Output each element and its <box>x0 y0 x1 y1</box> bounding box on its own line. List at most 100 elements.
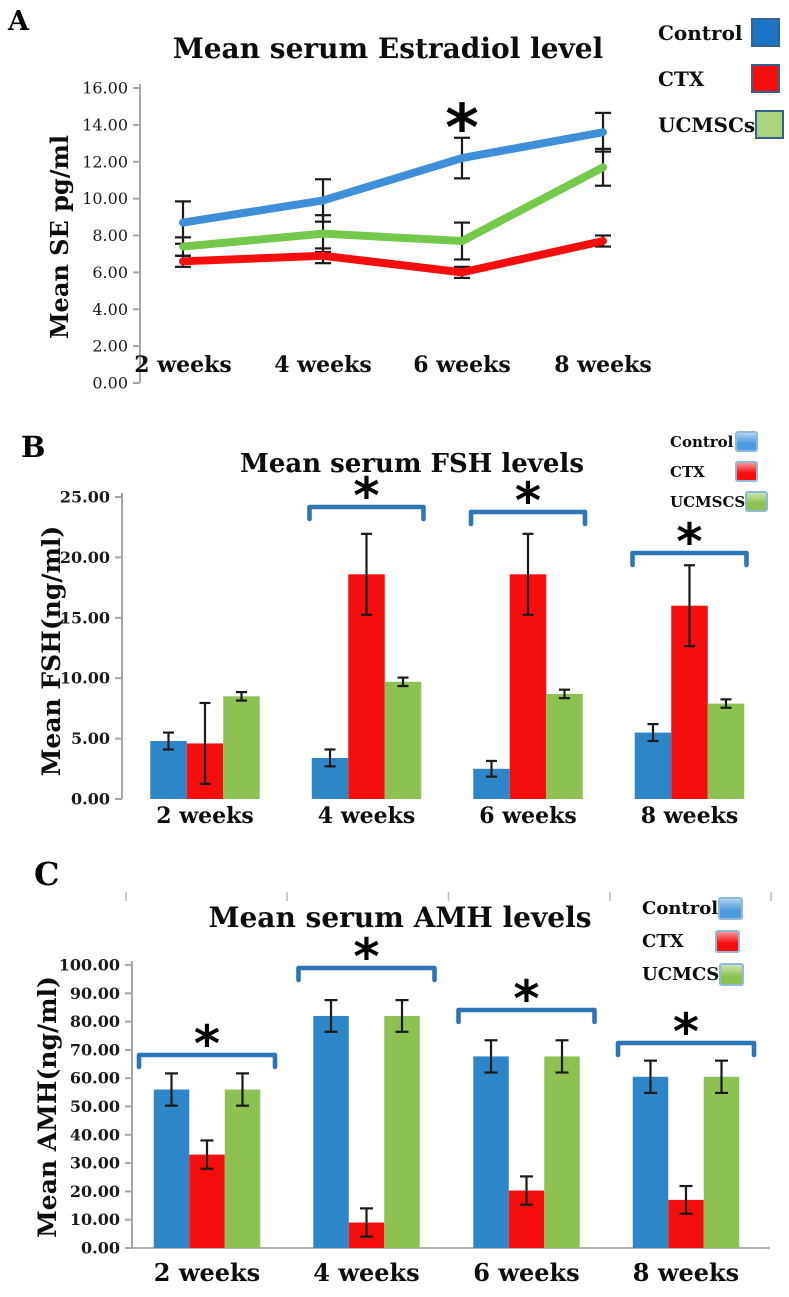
estradiol-line-chart: 0.00 2.00 4.00 6.00 8.00 10.00 12.00 14.00 16.00… <box>82 79 652 393</box>
legend-item-control: Control <box>642 897 744 920</box>
fsh-bar-chart: 0.00 5.00 10.00 15.00 20.00 25.00 * * * 2 weeks 4 … <box>60 467 749 829</box>
x-category-label: 8 weeks <box>641 803 739 829</box>
significance-bracket <box>136 1052 278 1070</box>
x-category-label: 4 weeks <box>313 1258 419 1287</box>
significance-bracket <box>615 1040 757 1058</box>
ucmscs-swatch <box>755 110 785 139</box>
panel-a-letter: A <box>8 6 29 37</box>
x-category-label: 4 weeks <box>274 352 372 378</box>
control-swatch <box>751 18 780 47</box>
svg-text:10.00: 10.00 <box>70 1210 120 1229</box>
chart-a-y-axis-label: Mean SE pg/ml <box>45 135 74 340</box>
panel-c-letter: C <box>34 855 60 893</box>
legend-item-ucmscs: UCMSCs <box>658 110 785 139</box>
panel-b-letter: B <box>21 430 46 464</box>
legend-label-ctx: CTX <box>642 931 684 952</box>
chart-a-title: Mean serum Estradiol level <box>172 32 604 65</box>
significance-bracket <box>307 504 426 522</box>
significance-asterisk: * <box>515 472 541 530</box>
control-swatch <box>735 431 758 452</box>
svg-text:6.00: 6.00 <box>92 263 128 282</box>
svg-text:20.00: 20.00 <box>70 1182 120 1201</box>
legend-label-ucmscs: UCMSCs <box>658 112 756 137</box>
x-category-label: 2 weeks <box>154 1258 260 1287</box>
significance-bracket <box>456 1007 597 1025</box>
svg-text:8.00: 8.00 <box>92 226 128 245</box>
ucmcs-bars <box>224 1015 740 1248</box>
chart-c-title: Mean serum AMH levels <box>208 901 592 934</box>
significance-bracket <box>468 509 588 527</box>
svg-text:100.00: 100.00 <box>59 956 120 975</box>
significance-asterisk: * <box>673 1003 699 1061</box>
svg-text:2.00: 2.00 <box>92 337 128 356</box>
significance-asterisk: * <box>513 970 539 1028</box>
significance-asterisk: * <box>353 467 379 525</box>
legend-label-control: Control <box>670 432 734 451</box>
svg-text:60.00: 60.00 <box>70 1069 120 1088</box>
x-category-label: 6 weeks <box>473 1258 579 1287</box>
svg-text:90.00: 90.00 <box>70 984 120 1003</box>
x-category-label: 6 weeks <box>479 803 577 829</box>
svg-text:0.00: 0.00 <box>71 790 110 809</box>
legend-item-ctx: CTX <box>642 930 740 953</box>
chart-b-y-axis-label: Mean FSH(ng/ml) <box>37 525 66 777</box>
legend-label-control: Control <box>658 20 743 45</box>
svg-text:80.00: 80.00 <box>70 1012 120 1031</box>
svg-text:30.00: 30.00 <box>70 1154 120 1173</box>
legend-item-ucmscs: UCMSCS <box>670 491 769 512</box>
x-category-label: 6 weeks <box>413 352 511 378</box>
x-category-label: 2 weeks <box>134 352 232 378</box>
ucmscs-line <box>179 163 607 251</box>
svg-text:5.00: 5.00 <box>71 729 110 748</box>
ctx-swatch <box>735 461 758 482</box>
legend-item-ucmcs: UCMCS <box>642 963 745 986</box>
ctx-bars <box>186 574 708 799</box>
legend-item-ctx: CTX <box>670 461 758 482</box>
legend-item-control: Control <box>670 431 758 452</box>
ctx-swatch <box>751 64 780 93</box>
control-swatch <box>718 897 744 920</box>
svg-text:15.00: 15.00 <box>60 608 110 627</box>
legend-label-ctx: CTX <box>670 462 705 481</box>
significance-asterisk: * <box>353 928 379 986</box>
svg-text:20.00: 20.00 <box>60 548 110 567</box>
chart-b-title: Mean serum FSH levels <box>240 449 584 479</box>
svg-text:50.00: 50.00 <box>70 1097 120 1116</box>
svg-text:12.00: 12.00 <box>82 152 128 171</box>
ucmscs-swatch <box>745 491 769 512</box>
legend-label-ucmcs: UCMCS <box>642 964 720 985</box>
svg-text:25.00: 25.00 <box>60 488 110 507</box>
svg-text:4.00: 4.00 <box>92 300 128 319</box>
svg-text:40.00: 40.00 <box>70 1125 120 1144</box>
legend-item-control: Control <box>658 18 780 47</box>
amh-bar-chart: 0.00 10.00 20.00 30.00 40.00 50.00 60.00 70.00 8… <box>59 892 772 1287</box>
svg-text:10.00: 10.00 <box>82 189 128 208</box>
x-category-label: 4 weeks <box>318 803 416 829</box>
svg-text:0.00: 0.00 <box>92 374 128 393</box>
ctx-line <box>179 237 607 277</box>
legend-label-ctx: CTX <box>658 66 705 91</box>
significance-asterisk: * <box>445 92 478 166</box>
svg-text:0.00: 0.00 <box>81 1239 120 1258</box>
x-category-label: 8 weeks <box>554 352 652 378</box>
chart-b-legend: Control CTX UCMSCS <box>670 431 769 512</box>
legend-label-control: Control <box>642 898 719 919</box>
x-category-label: 8 weeks <box>633 1258 739 1287</box>
legend-label-ucmscs: UCMSCS <box>670 492 746 511</box>
svg-text:10.00: 10.00 <box>60 669 110 688</box>
significance-asterisk: * <box>194 1015 220 1073</box>
control-bars <box>153 1015 669 1248</box>
chart-c-legend: Control CTX UCMCS <box>642 897 745 986</box>
significance-asterisk: * <box>676 513 702 571</box>
legend-item-ctx: CTX <box>658 64 780 93</box>
significance-bracket <box>630 550 749 568</box>
ctx-bars <box>189 1154 704 1248</box>
svg-text:14.00: 14.00 <box>82 115 128 134</box>
ctx-swatch <box>715 930 740 953</box>
svg-text:16.00: 16.00 <box>82 79 128 98</box>
svg-text:70.00: 70.00 <box>70 1040 120 1059</box>
chart-a-legend: Control CTX UCMSCs <box>658 18 785 139</box>
significance-bracket <box>296 965 437 983</box>
ucmscs-bars <box>223 681 745 799</box>
